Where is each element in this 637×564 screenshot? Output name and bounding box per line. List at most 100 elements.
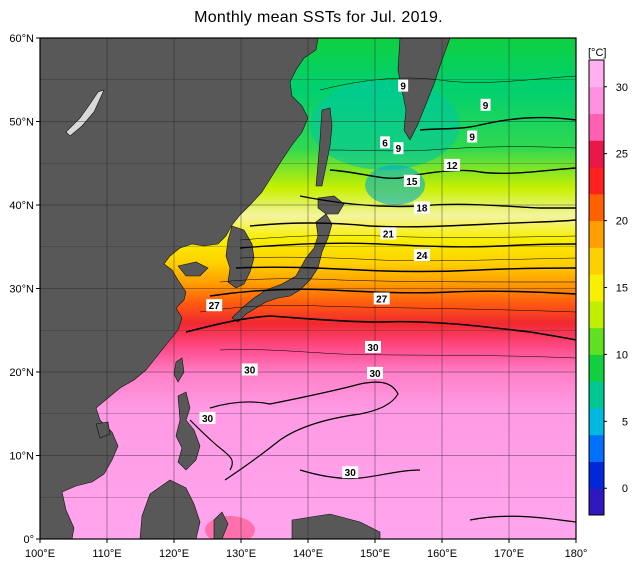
isotherm-label-text: 24 xyxy=(416,251,428,262)
colorbar-block xyxy=(589,300,604,329)
colorbar-tick-label: 5 xyxy=(622,416,628,428)
isotherm-label: 15 xyxy=(403,174,420,188)
isotherm-30a xyxy=(209,381,399,481)
colorbar-block xyxy=(589,113,604,141)
colorbar-block xyxy=(589,274,604,302)
y-tick-label: 0° xyxy=(23,534,34,546)
isotherm-label: 9 xyxy=(480,98,491,112)
isotherm-label-text: 21 xyxy=(383,229,395,240)
isotherm-label: 9 xyxy=(393,142,404,155)
colorbar-ticks: 0 5 10 15 20 25 30 xyxy=(604,82,628,495)
hainan xyxy=(95,421,111,439)
shandong-peninsula xyxy=(177,261,209,277)
x-tick-label: 130°E xyxy=(226,548,256,560)
isotherm-label: 21 xyxy=(380,227,397,240)
colorbar-block xyxy=(589,140,604,168)
colorbar-block xyxy=(589,86,604,115)
colorbar-block xyxy=(589,193,604,222)
isotherm-thin5 xyxy=(329,146,576,152)
x-tick-label: 110°E xyxy=(92,548,121,560)
isotherm-thin2 xyxy=(239,256,576,262)
colorbar-block xyxy=(589,247,604,275)
korean-peninsula xyxy=(225,225,255,289)
isotherm-label: 9 xyxy=(467,130,478,144)
y-tick-label: 10°N xyxy=(9,451,34,463)
x-tick-label: 140°E xyxy=(293,548,323,560)
colorbar-tick-label: 30 xyxy=(616,82,628,94)
isotherm-label: 18 xyxy=(413,201,430,215)
isotherm-label: 27 xyxy=(373,292,390,306)
isotherm-30d xyxy=(469,515,576,523)
isotherm-thin4 xyxy=(199,305,576,313)
colorbar-block xyxy=(589,60,604,88)
colorbar-block xyxy=(589,381,604,409)
isotherm-27 xyxy=(185,315,576,341)
colorbar: [°C] 0 5 10 15 20 25 30 xyxy=(588,47,628,516)
isotherm-label-text: 30 xyxy=(345,468,357,479)
isotherm-30c xyxy=(299,469,421,480)
isotherm-label: 30 xyxy=(241,363,258,376)
new-guinea xyxy=(291,513,381,539)
isotherm-label: 27 xyxy=(206,299,223,312)
isotherm-label: 12 xyxy=(444,158,461,172)
colorbar-block xyxy=(589,434,604,462)
colorbar-block xyxy=(589,407,604,436)
y-tick-label: 30°N xyxy=(9,284,34,296)
philippines xyxy=(175,391,201,471)
x-tick-label: 120°E xyxy=(159,548,189,560)
colorbar-block xyxy=(589,220,604,248)
isotherm-label: 9 xyxy=(398,79,409,93)
colorbar-unit: [°C] xyxy=(588,47,606,59)
isotherm-30b xyxy=(189,419,233,471)
colorbar-tick-label: 0 xyxy=(622,483,628,495)
isotherm-label: 30 xyxy=(364,340,381,354)
y-tick-label: 40°N xyxy=(9,200,34,212)
isotherm-label-text: 30 xyxy=(367,343,379,354)
isotherm-label: 6 xyxy=(380,136,391,149)
colorbar-block xyxy=(589,354,604,382)
sakhalin xyxy=(315,107,333,187)
isotherm-label-text: 27 xyxy=(376,295,388,306)
x-axis: 100°E 110°E 120°E 130°E 140°E 150°E 160°E 170°E… xyxy=(25,539,587,560)
isotherm-21 xyxy=(235,266,576,273)
isotherm-label-text: 30 xyxy=(202,414,214,425)
isotherm-18 xyxy=(239,242,576,249)
y-axis: 0° 10°N 20°N 30°N 40°N 50°N 60°N xyxy=(9,33,40,546)
colorbar-block xyxy=(589,461,604,489)
isotherms xyxy=(185,75,576,523)
sulawesi xyxy=(213,511,229,539)
isotherm-label-text: 15 xyxy=(406,177,418,188)
isotherm-label-text: 9 xyxy=(396,144,402,155)
y-tick-label: 50°N xyxy=(9,117,34,129)
borneo xyxy=(139,479,201,539)
x-tick-label: 100°E xyxy=(25,548,55,560)
x-tick-label: 180° xyxy=(565,548,588,560)
isotherm-thin7 xyxy=(219,349,576,359)
isotherm-label-text: 18 xyxy=(416,204,428,215)
colorbar-block xyxy=(589,327,604,355)
colorbar-tick-label: 15 xyxy=(616,283,628,295)
isotherm-label: 30 xyxy=(342,466,359,479)
isotherm-thin3 xyxy=(219,278,576,283)
x-tick-label: 150°E xyxy=(360,548,390,560)
isotherm-label-text: 12 xyxy=(446,161,458,172)
isotherm-label-text: 9 xyxy=(483,101,489,112)
isotherm-label-text: 9 xyxy=(400,82,406,93)
isotherm-label-text: 30 xyxy=(369,369,381,380)
y-tick-label: 20°N xyxy=(9,367,34,379)
colorbar-tick-label: 10 xyxy=(616,349,628,361)
map-title: Monthly mean SSTs for Jul. 2019. xyxy=(194,9,443,26)
isotherm-label-text: 9 xyxy=(469,133,475,144)
isotherm-label-text: 6 xyxy=(382,138,388,149)
isotherm-24 xyxy=(209,288,576,297)
isotherm-9b xyxy=(329,167,576,180)
colorbar-tick-label: 20 xyxy=(616,216,628,228)
colorbar-block xyxy=(589,488,604,516)
isotherm-label: 30 xyxy=(199,411,216,425)
y-tick-label: 60°N xyxy=(9,33,34,45)
graticule xyxy=(40,38,576,539)
isotherm-label: 24 xyxy=(413,249,430,262)
isotherm-label: 30 xyxy=(367,366,383,380)
